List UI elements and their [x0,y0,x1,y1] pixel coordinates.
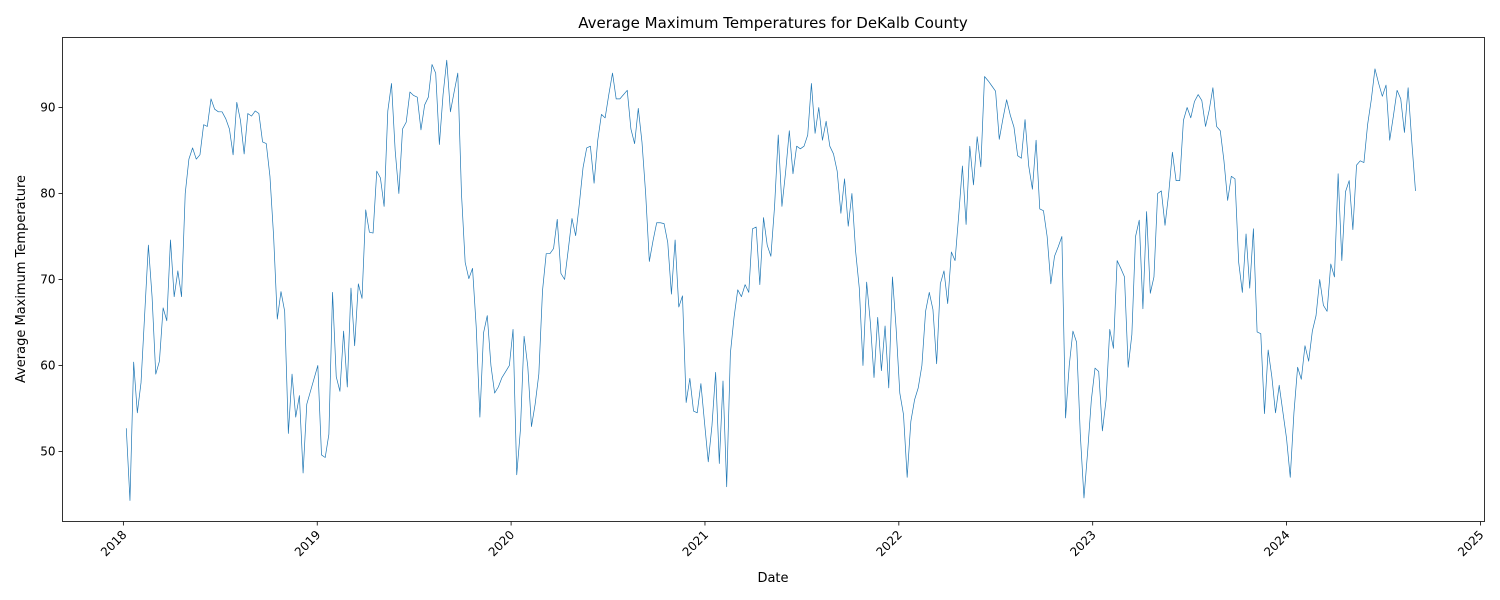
x-tick-label: 2025 [1455,528,1486,559]
y-tick-label: 60 [40,358,55,372]
data-line [125,59,1416,501]
x-tick-label: 2018 [98,528,129,559]
y-tick-label: 50 [40,444,55,458]
chart-title: Average Maximum Temperatures for DeKalb … [578,14,968,32]
y-tick-label: 80 [40,187,55,201]
y-tick-label: 70 [40,273,55,287]
y-axis-label: Average Maximum Temperature [14,175,29,383]
x-tick-label: 2021 [680,528,711,559]
x-tick-label: 2019 [292,528,323,559]
y-tick-label: 90 [40,101,55,115]
x-axis-label: Date [757,571,788,586]
x-tick-label: 2020 [486,528,517,559]
x-tick-label: 2023 [1067,528,1098,559]
x-tick-label: 2022 [873,528,904,559]
x-tick-label: 2024 [1261,528,1292,559]
